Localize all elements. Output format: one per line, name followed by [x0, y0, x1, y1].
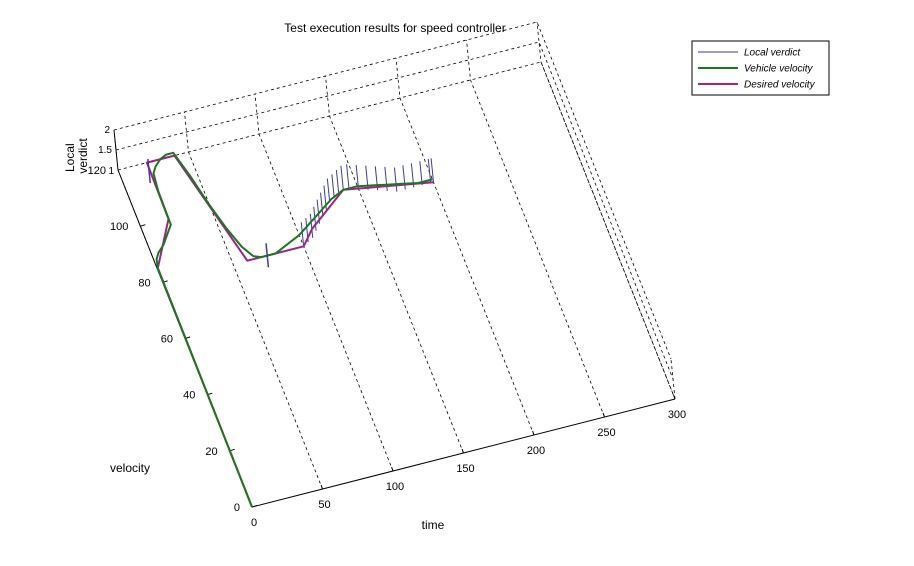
tick-mark-time [320, 484, 323, 490]
legend-label: Vehicle velocity [744, 64, 814, 75]
verdict-stem [309, 213, 314, 238]
grid [113, 21, 676, 508]
tick-mark-time [673, 394, 676, 400]
verdict-stem [335, 170, 340, 195]
tick-mark-time [602, 412, 605, 418]
grid-line-time [395, 57, 535, 436]
tick-label-time: 150 [456, 463, 474, 475]
tick-mark-velocity [251, 505, 258, 508]
verdict-stem [340, 165, 344, 190]
tick-label-velocity: 100 [110, 221, 128, 233]
tick-mark-time [532, 430, 535, 436]
grid-line-verdict [117, 61, 676, 400]
verdict-stem [384, 166, 388, 192]
tick-label-time: 300 [668, 409, 686, 421]
plot-series [145, 151, 434, 508]
tick-label-time: 250 [597, 427, 615, 439]
grid-line-time [466, 39, 605, 418]
tick-label-time: 200 [527, 445, 545, 457]
tick-mark-time [391, 466, 394, 472]
tick-label-velocity: 60 [161, 334, 173, 346]
grid-edge [670, 358, 676, 400]
tick-label-velocity: 80 [138, 277, 150, 289]
series-line-desired-velocity [145, 154, 434, 508]
legend-label: Local verdict [744, 48, 801, 59]
grid-line-time [325, 75, 464, 454]
grid-line-verdict [115, 41, 674, 380]
legend: Local verdict Vehicle velocity Desired vel… [691, 40, 830, 96]
tick-labels: 0 50 100 150 200 250 300 0 20 40 60 80 100 120 1 1.5 2 [88, 125, 687, 529]
verdict-stem [300, 222, 305, 247]
tick-label-verdict: 1 [108, 166, 114, 177]
grid-line-time [536, 21, 676, 400]
chart-title: Test execution results for speed control… [284, 21, 505, 35]
tick-label-verdict: 2 [104, 125, 110, 136]
tick-label-velocity: 20 [205, 446, 217, 458]
tick-mark-velocity [140, 224, 146, 227]
verdict-stem [346, 164, 350, 189]
tick-label-time: 0 [251, 517, 257, 529]
verdict-stem [331, 174, 335, 199]
grid-line-time [254, 93, 394, 472]
verdict-stem [402, 165, 406, 190]
verdict-stem [393, 167, 398, 192]
legend-label: Desired velocity [744, 80, 816, 91]
x-axis-label: time [422, 518, 445, 532]
tick-label-velocity: 0 [234, 502, 240, 514]
z-axis-label: Local verdict [63, 138, 90, 174]
verdict-stem [320, 192, 324, 217]
tick-label-velocity: 120 [88, 165, 106, 177]
verdict-stem [147, 158, 152, 184]
tick-label-time: 100 [386, 481, 404, 493]
tick-label-time: 50 [318, 499, 330, 511]
axis-line-local-verdict [113, 129, 119, 171]
grid-line-time [184, 111, 323, 490]
tick-label-velocity: 40 [183, 390, 195, 402]
y-axis-label: velocity [110, 461, 150, 475]
series-line-vehicle-velocity [152, 151, 433, 508]
grid-line-verdict [113, 21, 672, 360]
verdict-stem [326, 178, 331, 203]
verdict-stem [355, 164, 360, 190]
tick-label-verdict: 1.5 [98, 145, 112, 156]
tick-mark-time [461, 448, 464, 454]
verdict-stem [265, 243, 270, 268]
verdict-stem [430, 158, 434, 183]
